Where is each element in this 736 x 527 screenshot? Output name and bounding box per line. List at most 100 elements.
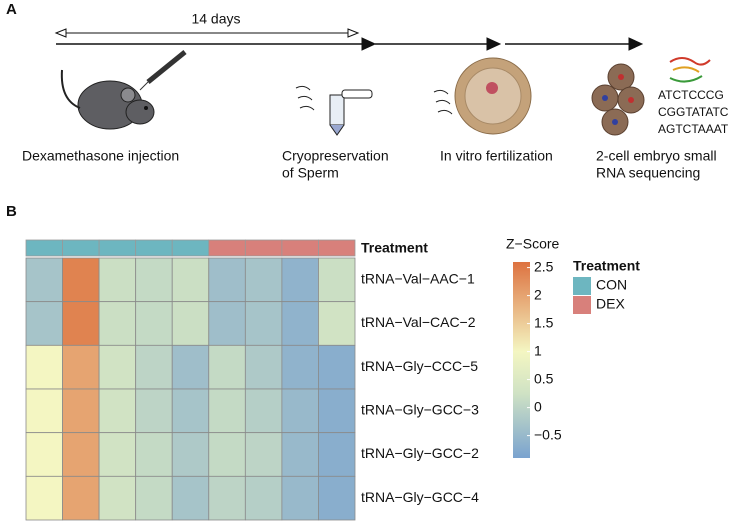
sequence: ATCTCCCG (658, 88, 724, 102)
annotation-cell (171, 239, 210, 257)
heatmap-cell (62, 475, 100, 521)
colorbar-title: Z−Score (506, 236, 560, 252)
heatmap-cell (171, 475, 210, 521)
heatmap-cell (281, 475, 319, 521)
heatmap-cell (25, 301, 63, 346)
heatmap-cell (244, 475, 283, 521)
duration-label: 14 days (191, 11, 240, 27)
heatmap-cell (62, 388, 100, 434)
annotation-cell (135, 239, 173, 257)
heatmap-cell (62, 432, 100, 477)
row-label: tRNA−Gly−GCC−4 (361, 489, 479, 505)
mouse-icon (60, 50, 187, 130)
heatmap-cell (25, 388, 63, 434)
heatmap-cell (318, 475, 356, 521)
timeline (54, 28, 644, 51)
annotation-cell (62, 239, 100, 257)
heatmap-cell (244, 257, 283, 303)
heatmap-cell (135, 301, 173, 346)
heatmap-cell (208, 475, 246, 521)
row-label: tRNA−Gly−GCC−2 (361, 445, 479, 461)
sequence: CGGTATATC (658, 105, 729, 119)
heatmap-cell (62, 257, 100, 303)
heatmap-cell (98, 475, 137, 521)
annotation-cell (98, 239, 137, 257)
heatmap-cell (281, 301, 319, 346)
step-label: In vitro fertilization (440, 148, 553, 164)
heatmap-cell (25, 344, 63, 390)
step-label: of Sperm (282, 165, 339, 181)
legend-title: Treatment (573, 258, 640, 274)
annotation-cell (318, 239, 356, 257)
heatmap-cell (208, 344, 246, 390)
colorbar-tick-label: 0.5 (534, 370, 554, 386)
egg-icon (433, 57, 532, 135)
heatmap-cell (25, 475, 63, 521)
heatmap-cell (318, 344, 356, 390)
row-label: tRNA−Gly−CCC−5 (361, 358, 478, 374)
heatmap-cell (244, 432, 283, 477)
heatmap-cell (98, 388, 137, 434)
heatmap-cell (25, 432, 63, 477)
heatmap-cell (171, 432, 210, 477)
row-label: tRNA−Val−AAC−1 (361, 271, 475, 287)
heatmap-cell (98, 432, 137, 477)
heatmap-cell (135, 257, 173, 303)
heatmap-cell (135, 344, 173, 390)
heatmap-cell (98, 301, 137, 346)
heatmap-cell (244, 301, 283, 346)
colorbar (513, 262, 530, 458)
heatmap-cell (98, 344, 137, 390)
heatmap-cell (25, 257, 63, 303)
heatmap-cell (281, 257, 319, 303)
heatmap-cell (208, 432, 246, 477)
step-label: Dexamethasone injection (22, 148, 179, 164)
colorbar-tick-label: 0 (534, 398, 542, 414)
annotation-cell (25, 239, 63, 257)
heatmap-cell (171, 388, 210, 434)
legend-swatch (573, 277, 591, 295)
heatmap-cell (318, 257, 356, 303)
heatmap-cell (281, 388, 319, 434)
colorbar-tick-label: 2.5 (534, 258, 554, 274)
heatmap-cell (208, 388, 246, 434)
heatmap-cell (244, 344, 283, 390)
annotation-label: Treatment (361, 240, 428, 256)
annotation-cell (281, 239, 319, 257)
heatmap-cell (318, 388, 356, 434)
heatmap-cell (318, 432, 356, 477)
panel-label: B (6, 203, 17, 220)
legend-label: CON (596, 277, 627, 293)
sequence: AGTCTAAAT (658, 122, 729, 136)
legend-label: DEX (596, 296, 625, 312)
heatmap-cell (135, 388, 173, 434)
heatmap-cell (171, 301, 210, 346)
heatmap-cell (62, 344, 100, 390)
heatmap-cell (98, 257, 137, 303)
heatmap-cell (62, 301, 100, 346)
colorbar-tick-label: −0.5 (534, 426, 562, 442)
heatmap-cell (318, 301, 356, 346)
row-label: tRNA−Gly−GCC−3 (361, 402, 479, 418)
row-label: tRNA−Val−CAC−2 (361, 314, 476, 330)
colorbar-tick-label: 1 (534, 342, 542, 358)
colorbar-tick-label: 1.5 (534, 314, 554, 330)
heatmap-cell (135, 432, 173, 477)
annotation-cell (244, 239, 283, 257)
step-label: RNA sequencing (596, 165, 700, 181)
heatmap-cell (281, 344, 319, 390)
heatmap-cell (135, 475, 173, 521)
heatmap-cell (208, 257, 246, 303)
panel-label: A (6, 1, 17, 18)
step-label: 2-cell embryo small (596, 148, 717, 164)
sperm-tube-icon (295, 85, 373, 136)
heatmap-cell (208, 301, 246, 346)
heatmap-cell (171, 344, 210, 390)
annotation-cell (208, 239, 246, 257)
colorbar-tick-label: 2 (534, 286, 542, 302)
step-label: Cryopreservation (282, 148, 389, 164)
heatmap-cell (244, 388, 283, 434)
heatmap-cell (171, 257, 210, 303)
legend-swatch (573, 296, 591, 314)
